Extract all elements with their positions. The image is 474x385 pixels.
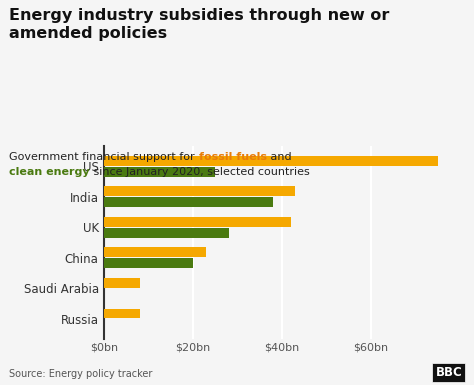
Bar: [104, 156, 438, 166]
Bar: [104, 308, 140, 318]
Bar: [104, 217, 291, 227]
Bar: [104, 258, 193, 268]
Text: fossil fuels: fossil fuels: [199, 152, 266, 162]
Bar: [104, 278, 140, 288]
Text: clean energy: clean energy: [9, 167, 90, 177]
Bar: [104, 186, 295, 196]
Bar: [104, 228, 228, 238]
Bar: [104, 198, 273, 207]
Text: Source: Energy policy tracker: Source: Energy policy tracker: [9, 369, 153, 379]
Text: and: and: [266, 152, 291, 162]
Text: Energy industry subsidies through new or
amended policies: Energy industry subsidies through new or…: [9, 8, 390, 41]
Bar: [104, 167, 215, 177]
Bar: [104, 248, 207, 257]
Text: since January 2020, selected countries: since January 2020, selected countries: [90, 167, 310, 177]
Text: BBC: BBC: [436, 366, 462, 379]
Text: Government financial support for: Government financial support for: [9, 152, 199, 162]
